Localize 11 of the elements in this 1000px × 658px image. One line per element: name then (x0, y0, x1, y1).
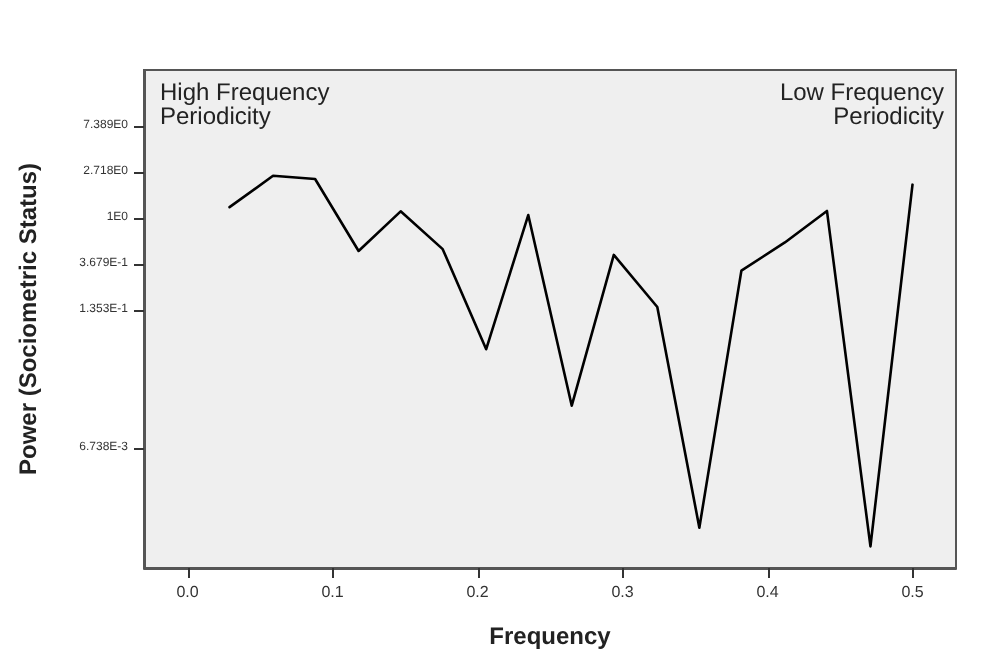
x-tick-label: 0.4 (756, 583, 780, 601)
x-tick-label: 0.3 (611, 583, 635, 601)
annotation: High Frequency Periodicity (160, 78, 330, 130)
annotation: Low Frequency Periodicity (779, 78, 944, 130)
x-tick-label: 0.5 (901, 583, 925, 601)
x-tick-label: 0.2 (466, 583, 490, 601)
x-axis-title: Frequency (489, 622, 612, 650)
x-tick-label: 0.0 (176, 583, 200, 601)
line-series (228, 174, 914, 548)
y-axis-title: Power (Sociometric Status) (14, 162, 42, 476)
x-tick-label: 0.1 (321, 583, 345, 601)
